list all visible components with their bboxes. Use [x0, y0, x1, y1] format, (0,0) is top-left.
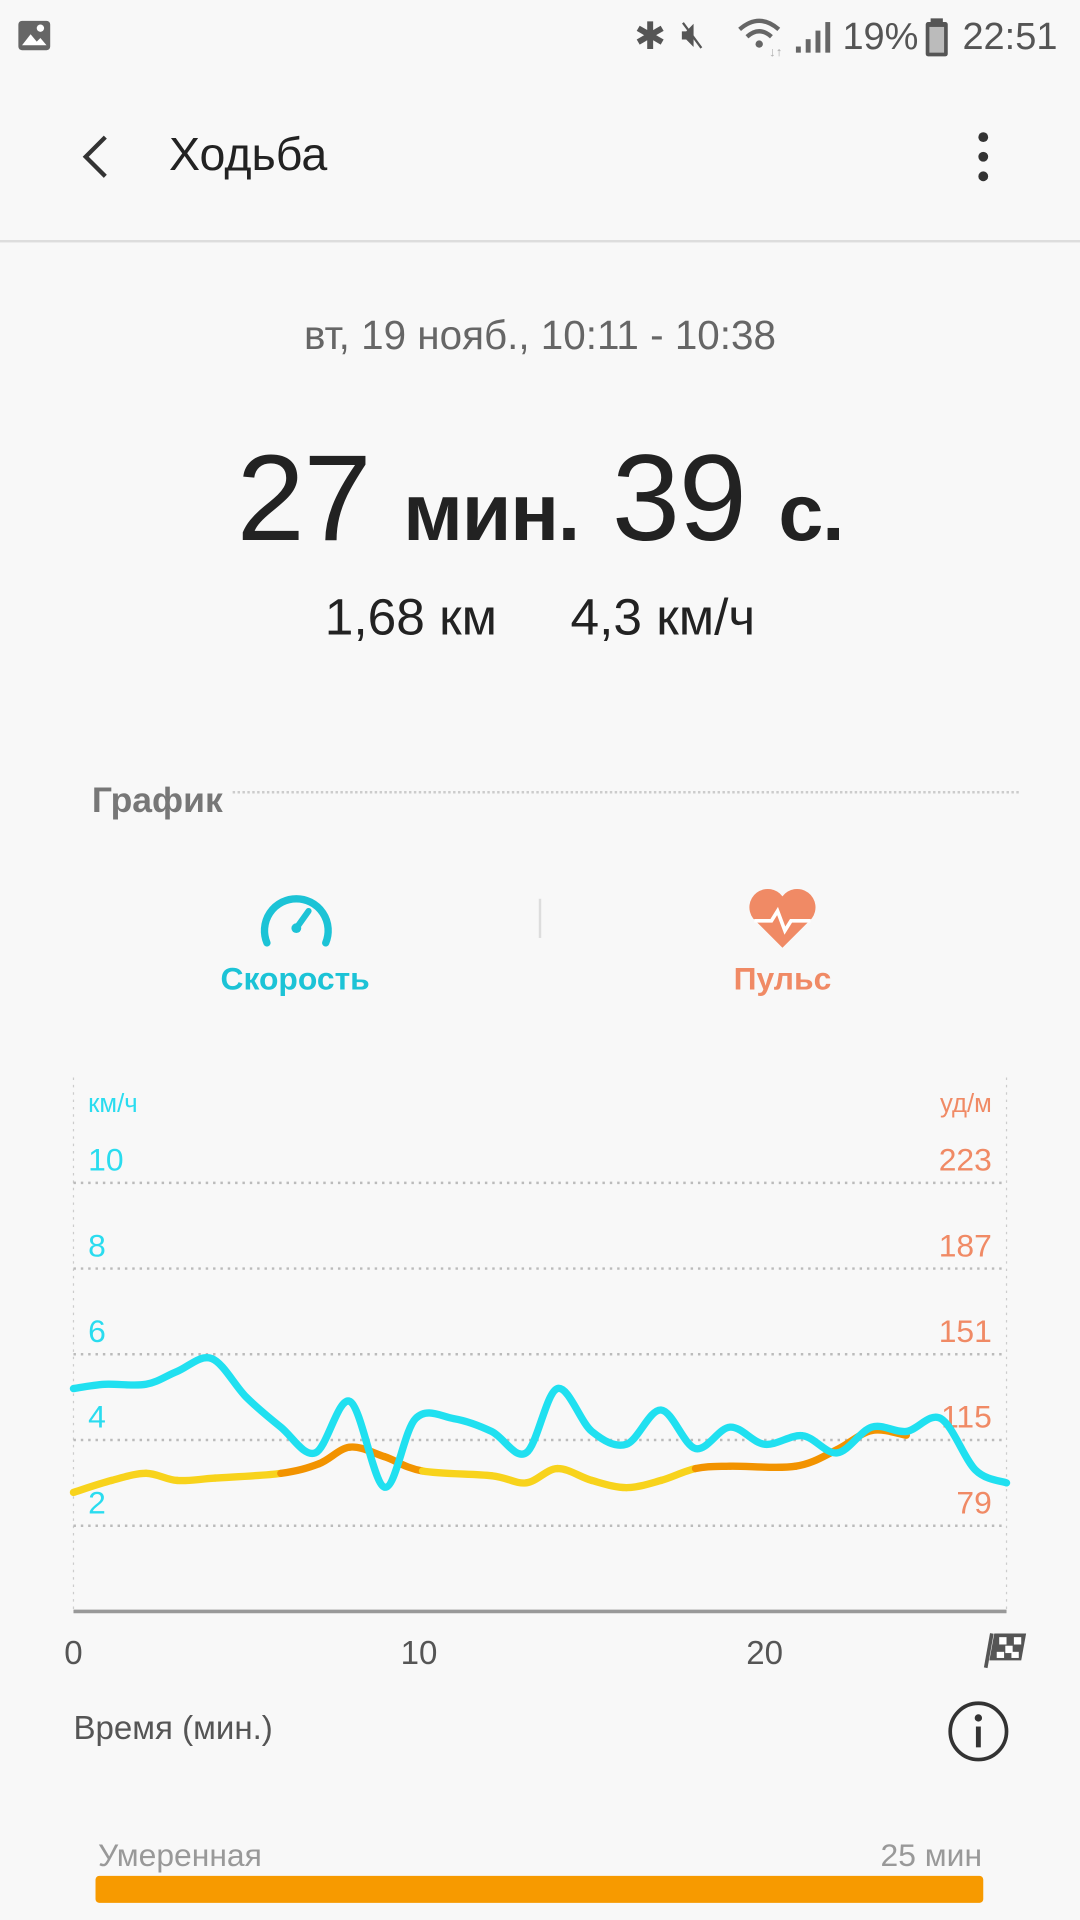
stats-row: 1,68 км 4,3 км/ч [0, 588, 1080, 647]
intensity-zone-duration: 25 мин [880, 1836, 983, 1874]
wifi-icon: ↓↑ [738, 18, 782, 56]
heart-rate-line-segment [622, 1476, 665, 1492]
heart-rate-line-segment [277, 1460, 323, 1478]
right-axis-unit: уд/м [940, 1090, 992, 1118]
duration-seconds: 39 [611, 429, 747, 567]
left-tick-label: 6 [88, 1313, 106, 1349]
left-tick-label: 2 [88, 1484, 106, 1520]
right-tick-label: 187 [939, 1227, 992, 1263]
left-axis-unit: км/ч [88, 1090, 137, 1118]
image-icon [18, 20, 51, 51]
heart-rate-line-segment [107, 1469, 150, 1485]
battery-percent: 19% [842, 14, 919, 58]
duration: 27 мин. 39 с. [0, 429, 1080, 570]
heart-rate-line-segment [142, 1469, 181, 1485]
heart-rate-line-segment [588, 1476, 631, 1492]
heart-rate-line-segment [522, 1464, 561, 1487]
intensity-bar [95, 1875, 984, 1903]
x-tick-label: 10 [401, 1635, 438, 1672]
tab-speed[interactable]: Скорость [220, 960, 370, 997]
x-tick-label: 20 [746, 1635, 783, 1672]
section-divider [232, 791, 1019, 794]
heart-rate-line-segment [691, 1462, 734, 1473]
right-tick-label: 151 [939, 1313, 992, 1349]
heart-pulse-icon[interactable] [747, 887, 818, 951]
x-tick-label: 0 [64, 1635, 82, 1672]
checkered-flag-icon [983, 1633, 1027, 1669]
heart-rate-line-segment [726, 1462, 800, 1472]
minutes-unit: мин. [403, 466, 580, 558]
page-title: Ходьба [168, 129, 328, 182]
x-axis-label: Время (мин.) [73, 1709, 273, 1747]
heart-rate-line-segment [553, 1464, 596, 1485]
signal-icon [795, 22, 831, 53]
tab-divider [538, 898, 542, 938]
speed-line [69, 1354, 1011, 1491]
battery-icon [925, 18, 948, 57]
heart-rate-line-segment [173, 1474, 219, 1485]
heart-rate-line-segment [487, 1472, 530, 1487]
heart-rate-line-segment [657, 1464, 700, 1485]
heart-rate-line-segment [380, 1452, 427, 1475]
clock: 22:51 [962, 14, 1058, 58]
intensity-zone-label: Умеренная [97, 1836, 262, 1874]
mute-icon: 🔇︎ [680, 12, 705, 56]
info-icon[interactable] [947, 1700, 1011, 1764]
seconds-unit: с. [778, 466, 844, 558]
svg-text:↓↑: ↓↑ [769, 44, 782, 56]
heart-rate-line-segment [211, 1469, 285, 1482]
distance: 1,68 км [324, 587, 498, 646]
avg-speed: 4,3 км/ч [570, 587, 756, 646]
left-tick-label: 8 [88, 1227, 106, 1263]
right-tick-label: 223 [939, 1142, 992, 1178]
date-range: вт, 19 нояб., 10:11 - 10:38 [304, 312, 776, 358]
left-tick-label: 4 [88, 1399, 106, 1435]
bluetooth-icon: ✱ [634, 14, 667, 58]
speedometer-icon[interactable] [257, 887, 335, 951]
heart-rate-line-segment [418, 1467, 496, 1480]
arrow-left-icon[interactable] [76, 132, 115, 181]
tab-pulse[interactable]: Пульс [733, 960, 832, 997]
duration-minutes: 27 [236, 429, 372, 567]
left-tick-label: 10 [88, 1142, 123, 1178]
more-vertical-icon[interactable] [971, 130, 995, 184]
section-label: График [91, 781, 223, 821]
header-divider [0, 240, 1080, 243]
right-tick-label: 79 [956, 1484, 991, 1520]
